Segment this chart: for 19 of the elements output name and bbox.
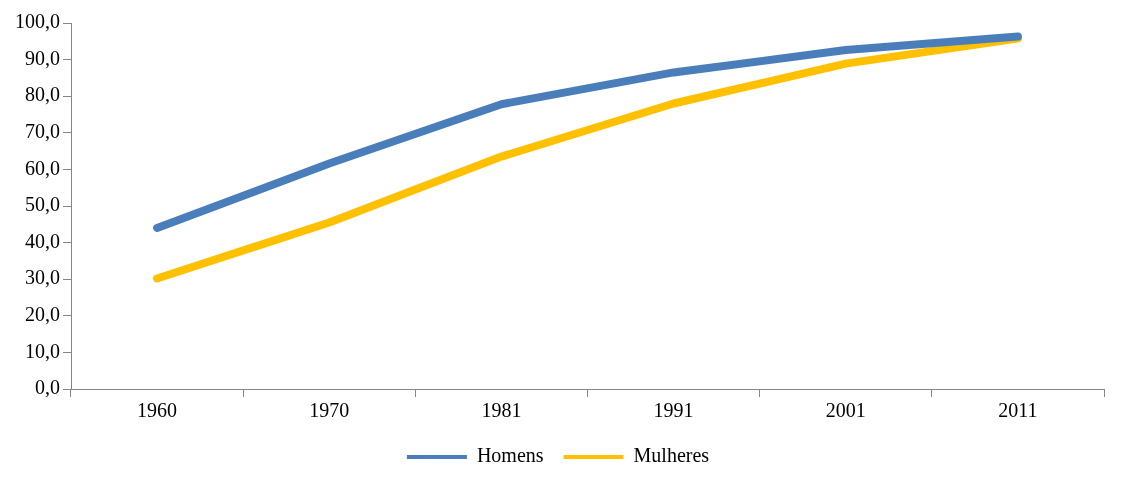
y-tick-label: 30,0 [25,266,60,289]
x-tick-label: 1981 [481,399,522,422]
y-tick-label: 70,0 [25,120,60,143]
y-tick-label: 100,0 [15,10,60,33]
x-tick-label: 1991 [653,399,694,422]
y-tick-label: 20,0 [25,303,60,326]
y-tick-label: 50,0 [25,193,60,216]
x-tick-label: 2001 [825,399,866,422]
y-tick-label: 40,0 [25,229,60,252]
y-tick-label: 80,0 [25,83,60,106]
x-tick-label: 1970 [309,399,350,422]
legend-label: Mulheres [633,444,710,467]
y-tick-label: 90,0 [25,46,60,69]
y-tick-label: 10,0 [25,339,60,362]
x-tick-label: 1960 [137,399,178,422]
legend-label: Homens [476,444,544,467]
x-tick-label: 2011 [998,399,1038,422]
y-tick-label: 0,0 [35,376,60,399]
y-tick-label: 60,0 [25,156,60,179]
